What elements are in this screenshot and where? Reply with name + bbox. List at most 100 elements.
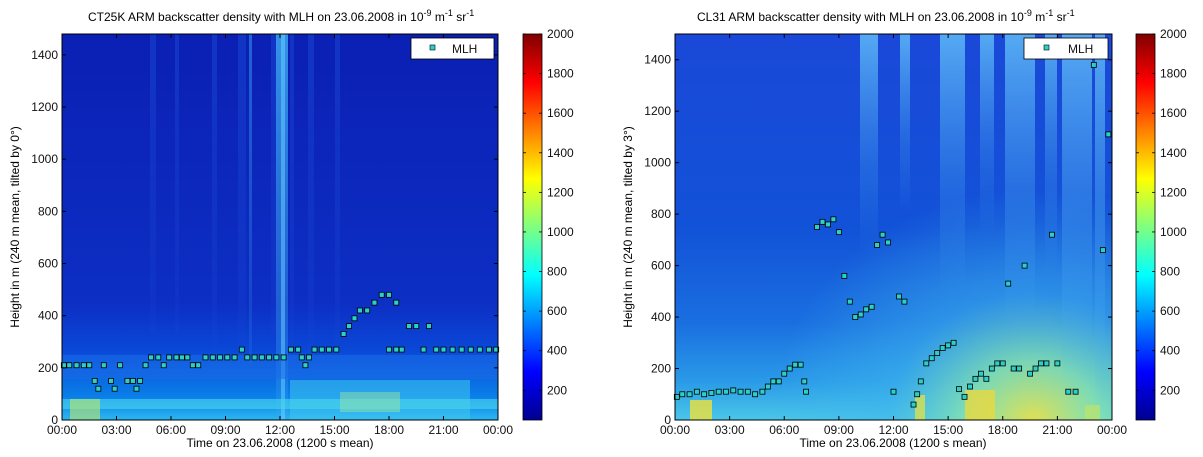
right-mlh-point (1038, 360, 1044, 367)
left-legend: MLH (410, 37, 495, 60)
right-legend: MLH (1023, 37, 1109, 60)
right-mlh-point (1054, 360, 1061, 367)
left-mlh-point (173, 354, 180, 361)
right-mlh-point (830, 216, 837, 223)
left-mlh-point (238, 346, 245, 353)
left-mlh-point (398, 346, 405, 353)
right-mlh-point (801, 378, 808, 385)
mlh-legend-marker (429, 44, 436, 51)
right-mlh-point (885, 239, 891, 246)
right-mlh-point (723, 388, 729, 395)
left-mlh-point (73, 362, 80, 369)
left-y-tick-label: 800 (38, 204, 58, 218)
left-mlh-point (244, 354, 251, 361)
right-mlh-point (803, 388, 809, 395)
right-heatmap (675, 34, 1112, 420)
right-mlh-point (744, 388, 751, 395)
left-mlh-point (178, 354, 185, 361)
left-colorbar-tick-label: 1600 (547, 106, 574, 120)
left-mlh-point (80, 362, 87, 369)
left-mlh-point (449, 346, 456, 353)
left-mlh-point (378, 291, 385, 298)
left-mlh-point (91, 377, 98, 384)
right-mlh-point (890, 388, 897, 395)
right-colorbar-tick-label: 800 (1160, 265, 1180, 279)
right-x-tick-label: 03:00 (715, 423, 745, 437)
left-mlh-point (420, 346, 427, 353)
left-mlh-point (184, 354, 191, 361)
left-y-axis: 0 200 400 600 800 1000 1200 1400 (31, 48, 498, 427)
right-mlh-point (863, 306, 870, 313)
right-mlh-point (708, 390, 715, 396)
right-mlh-point (846, 298, 853, 305)
left-y-axis-label: Height in m (240 m mean, tilted by 0°) (8, 126, 22, 328)
left-x-axis: 00:00 03:00 06:00 09:00 12:00 15:00 18:00 21:00… (47, 34, 513, 437)
right-mlh-point (1005, 280, 1012, 287)
left-mlh-point (486, 346, 492, 353)
left-x-tick-label: 15:00 (319, 423, 349, 437)
left-mlh-point (86, 362, 93, 369)
right-mlh-point (673, 393, 680, 400)
right-mlh-point (972, 375, 979, 382)
right-mlh-point (994, 360, 1001, 367)
right-y-axis: 0 200 400 600 800 1000 1200 1400 (644, 53, 1112, 427)
left-x-tick-label: 21:00 (428, 423, 458, 437)
right-mlh-point (978, 370, 984, 377)
right-mlh-point (1105, 131, 1112, 138)
right-mlh-point (988, 365, 995, 372)
right-mlh-point (1021, 262, 1028, 269)
right-mlh-series (673, 61, 1112, 408)
right-colorbar-tick-label: 1600 (1160, 106, 1187, 120)
left-mlh-point (148, 354, 154, 361)
left-x-tick-label: 06:00 (156, 423, 186, 437)
left-y-tick-label: 0 (51, 413, 58, 427)
right-colorbar-tick-label: 1800 (1160, 67, 1187, 81)
left-mlh-point (393, 299, 400, 306)
left-mlh-point (287, 346, 294, 353)
right-mlh-point (896, 293, 902, 300)
right-legend-label: MLH (1068, 42, 1093, 56)
right-colorbar: 200 400 600 800 1000 1200 1400 1600 1800 2000 (1135, 27, 1187, 421)
left-colorbar: 200 400 600 800 1000 1200 1400 1600 1800 2000 (522, 27, 574, 421)
right-chart-title: CL31 ARM backscatter density with MLH on… (697, 8, 1075, 24)
right-mlh-point (1016, 365, 1023, 372)
left-mlh-point (413, 323, 420, 330)
left-mlh-point (311, 346, 318, 353)
right-mlh-point (737, 388, 744, 395)
right-y-axis-label: Height in m (240 m mean, tilted by 3°) (621, 126, 635, 328)
left-mlh-point (364, 307, 371, 314)
left-x-tick-label: 00:00 (47, 423, 77, 437)
right-mlh-point (792, 361, 799, 368)
right-mlh-point (819, 218, 826, 225)
right-colorbar-tick-label: 400 (1160, 344, 1180, 358)
right-x-axis-label: Time on 23.06.2008 (1200 s mean) (799, 436, 986, 450)
left-mlh-point (433, 346, 440, 353)
right-mlh-point (752, 391, 759, 398)
left-colorbar-tick-label: 1200 (547, 185, 574, 199)
left-mlh-point (189, 362, 196, 369)
right-colorbar-tick-label: 1200 (1160, 185, 1187, 199)
left-mlh-point (224, 354, 231, 361)
left-mlh-point (124, 377, 131, 384)
right-colorbar-tick-label: 200 (1160, 383, 1180, 397)
right-mlh-point (928, 355, 935, 362)
right-x-tick-label: 12:00 (878, 423, 908, 437)
left-colorbar-tick-label: 1400 (547, 146, 574, 160)
left-y-tick-label: 200 (38, 361, 58, 375)
left-colorbar-tick-label: 600 (547, 304, 567, 318)
left-y-tick-label: 1200 (31, 100, 58, 114)
right-mlh-point (693, 388, 700, 395)
right-mlh-point (874, 242, 881, 248)
left-panel: CT25K ARM backscatter density with MLH o… (8, 8, 574, 450)
right-mlh-point (1010, 365, 1017, 372)
left-mlh-point (351, 315, 358, 322)
right-mlh-point (956, 386, 962, 393)
right-mlh-point (786, 365, 793, 372)
right-mlh-point (759, 388, 766, 395)
right-mlh-point (1032, 365, 1039, 372)
right-x-tick-label: 06:00 (769, 423, 799, 437)
left-y-tick-label: 400 (38, 309, 58, 323)
left-mlh-point (202, 354, 209, 361)
right-mlh-point (879, 231, 886, 238)
left-chart-title: CT25K ARM backscatter density with MLH o… (88, 8, 474, 24)
